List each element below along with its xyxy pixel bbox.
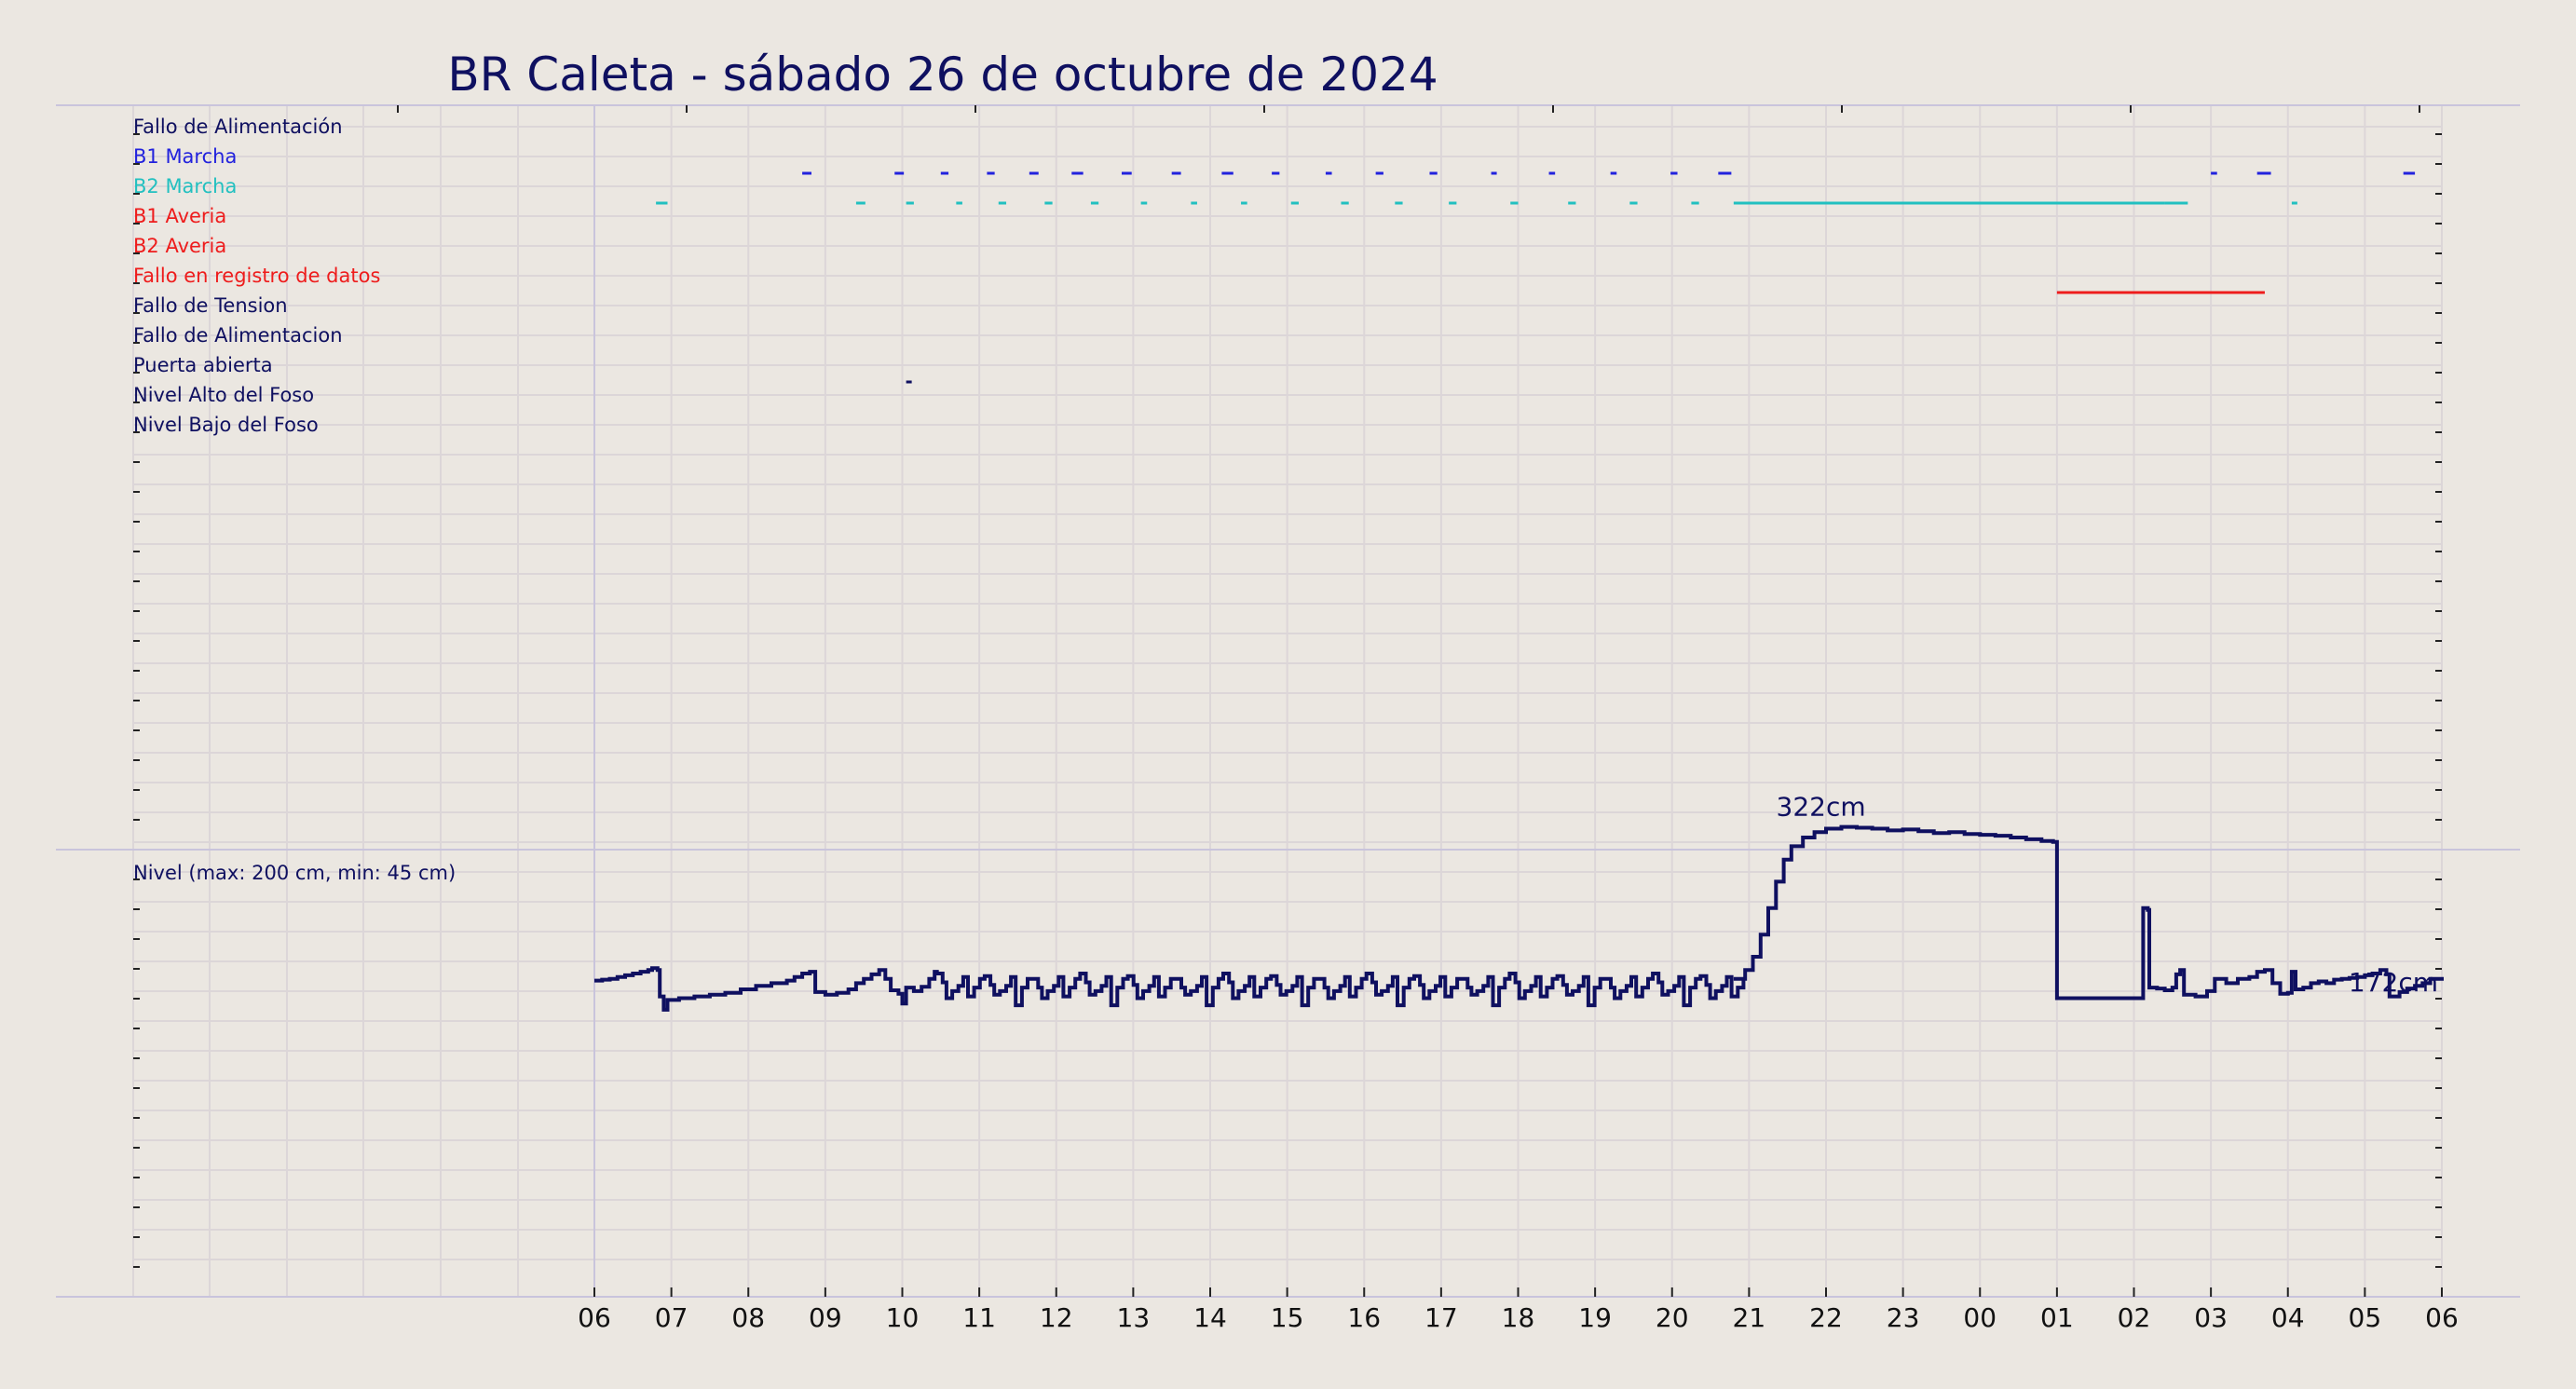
x-tick-label: 15 xyxy=(1271,1302,1304,1333)
x-tick-label: 13 xyxy=(1117,1302,1151,1333)
x-tick-label: 23 xyxy=(1887,1302,1920,1333)
x-tick-label: 05 xyxy=(2349,1302,2382,1333)
event-label: Fallo de Alimentación xyxy=(133,116,343,138)
x-tick-label: 11 xyxy=(962,1302,996,1333)
x-tick-label: 14 xyxy=(1193,1302,1227,1333)
event-label: Fallo de Tension xyxy=(133,294,288,317)
x-tick-label: 19 xyxy=(1578,1302,1612,1333)
event-label: B2 Averia xyxy=(133,235,226,257)
level-axis-ticks xyxy=(133,878,2442,1268)
event-row-labels: Fallo de Alimentación B1 Marcha B2 Marcha B… xyxy=(133,116,380,436)
chart-grid xyxy=(132,105,2443,1297)
x-tick-label: 18 xyxy=(1502,1302,1535,1333)
x-tick-label: 06 xyxy=(2425,1302,2459,1333)
x-tick-label: 06 xyxy=(578,1302,611,1333)
event-label: Fallo en registro de datos xyxy=(133,265,380,287)
event-label: Puerta abierta xyxy=(133,354,273,376)
event-label: Nivel Bajo del Foso xyxy=(133,414,319,436)
x-tick-label: 21 xyxy=(1733,1302,1766,1333)
x-tick-label: 22 xyxy=(1809,1302,1843,1333)
event-label: B2 Marcha xyxy=(133,175,237,197)
end-level-annotation: 172cm xyxy=(2349,967,2438,998)
event-label: B1 Averia xyxy=(133,205,226,227)
event-label: Fallo de Alimentacion xyxy=(133,324,343,347)
x-axis-ticks: 06 07 08 09 10 11 12 13 14 15 16 17 18 19 20 21 22 23 00 01… xyxy=(578,1287,2459,1333)
x-tick-label: 12 xyxy=(1040,1302,1073,1333)
x-tick-label: 00 xyxy=(1963,1302,1997,1333)
x-tick-label: 04 xyxy=(2271,1302,2305,1333)
level-label: Nivel (max: 200 cm, min: 45 cm) xyxy=(133,862,456,884)
x-tick-label: 02 xyxy=(2118,1302,2151,1333)
x-tick-label: 01 xyxy=(2040,1302,2074,1333)
event-row-ticks xyxy=(133,105,2442,821)
x-tick-label: 20 xyxy=(1656,1302,1689,1333)
x-tick-label: 08 xyxy=(731,1302,765,1333)
x-tick-label: 07 xyxy=(655,1302,688,1333)
x-tick-label: 10 xyxy=(886,1302,920,1333)
level-line xyxy=(594,824,2444,1012)
x-tick-label: 16 xyxy=(1347,1302,1381,1333)
event-label: B1 Marcha xyxy=(133,145,237,168)
x-tick-label: 03 xyxy=(2194,1302,2228,1333)
x-tick-label: 17 xyxy=(1424,1302,1458,1333)
event-segments xyxy=(656,171,2416,384)
max-level-annotation: 322cm xyxy=(1777,792,1866,823)
event-label: Nivel Alto del Foso xyxy=(133,384,314,406)
chart-title: BR Caleta - sábado 26 de octubre de 2024 xyxy=(447,48,1438,102)
x-tick-label: 09 xyxy=(809,1302,842,1333)
